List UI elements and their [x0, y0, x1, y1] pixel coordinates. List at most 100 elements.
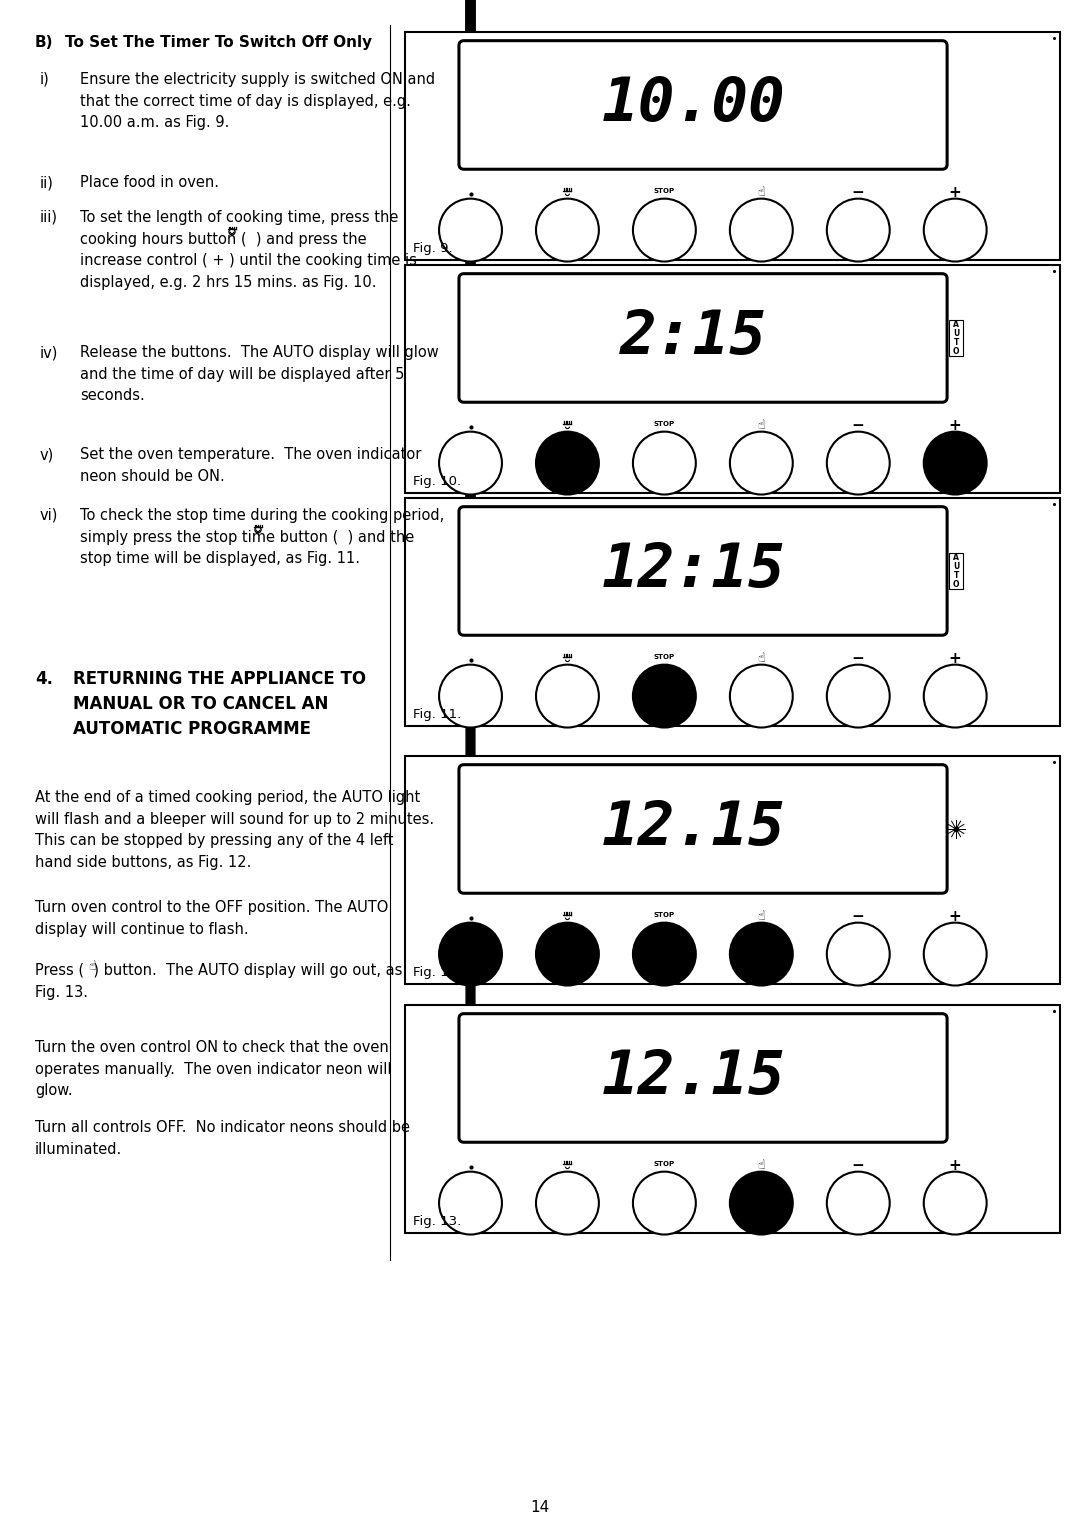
Text: Fig. 11.: Fig. 11. [413, 707, 461, 721]
Text: ☝: ☝ [757, 652, 765, 665]
Circle shape [564, 656, 571, 663]
Text: U: U [953, 330, 959, 339]
Text: i): i) [40, 72, 50, 87]
FancyBboxPatch shape [405, 264, 1059, 494]
Text: RETURNING THE APPLIANCE TO
MANUAL OR TO CANCEL AN
AUTOMATIC PROGRAMME: RETURNING THE APPLIANCE TO MANUAL OR TO … [73, 669, 366, 738]
Circle shape [255, 527, 261, 533]
Text: STOP: STOP [653, 654, 675, 660]
Text: ii): ii) [40, 176, 54, 189]
Text: STOP: STOP [653, 912, 675, 918]
Circle shape [440, 199, 502, 261]
Circle shape [633, 665, 696, 727]
Text: At the end of a timed cooking period, the AUTO light
will flash and a bleeper wi: At the end of a timed cooking period, th… [35, 790, 434, 869]
Circle shape [827, 199, 890, 261]
Text: iii): iii) [40, 209, 58, 225]
Text: Fig. 13.: Fig. 13. [413, 1215, 461, 1229]
Text: T: T [954, 339, 959, 347]
Circle shape [633, 923, 696, 986]
Circle shape [564, 423, 571, 429]
Circle shape [730, 1172, 793, 1235]
Text: iv): iv) [40, 345, 58, 361]
Circle shape [440, 923, 502, 986]
Text: Press (  ) button.  The AUTO display will go out, as
Fig. 13.: Press ( ) button. The AUTO display will … [35, 963, 403, 999]
Text: To check the stop time during the cooking period,
simply press the stop time but: To check the stop time during the cookin… [80, 507, 444, 567]
Text: STOP: STOP [653, 1161, 675, 1167]
Circle shape [730, 199, 793, 261]
Text: v): v) [40, 448, 54, 461]
Text: +: + [949, 419, 961, 434]
Text: Ensure the electricity supply is switched ON and
that the correct time of day is: Ensure the electricity supply is switche… [80, 72, 435, 130]
Text: ☝: ☝ [757, 419, 765, 432]
FancyBboxPatch shape [405, 756, 1059, 984]
Circle shape [730, 923, 793, 986]
Text: 12:15: 12:15 [602, 541, 785, 601]
Circle shape [923, 1172, 987, 1235]
Circle shape [564, 1163, 571, 1170]
FancyBboxPatch shape [949, 553, 963, 588]
Text: A: A [954, 321, 959, 330]
Text: −: − [852, 909, 865, 924]
Text: T: T [954, 571, 959, 581]
Text: STOP: STOP [653, 188, 675, 194]
Text: ☝: ☝ [757, 1160, 765, 1172]
Text: Set the oven temperature.  The oven indicator
neon should be ON.: Set the oven temperature. The oven indic… [80, 448, 421, 483]
Polygon shape [467, 0, 475, 426]
Circle shape [440, 1172, 502, 1235]
Text: O: O [953, 347, 959, 356]
Text: +: + [949, 651, 961, 666]
Circle shape [633, 1172, 696, 1235]
Circle shape [730, 431, 793, 495]
FancyBboxPatch shape [459, 41, 947, 170]
Circle shape [827, 431, 890, 495]
Polygon shape [467, 804, 475, 1166]
Text: To Set The Timer To Switch Off Only: To Set The Timer To Switch Off Only [65, 35, 373, 50]
Circle shape [923, 665, 987, 727]
Text: To set the length of cooking time, press the
cooking hours button (  ) and press: To set the length of cooking time, press… [80, 209, 417, 290]
Text: U: U [953, 562, 959, 571]
Text: A: A [954, 553, 959, 562]
Circle shape [536, 199, 599, 261]
Text: 12.15: 12.15 [602, 1048, 785, 1108]
Text: 2:15: 2:15 [620, 309, 767, 367]
Text: 12.15: 12.15 [602, 799, 785, 859]
Text: B): B) [35, 35, 54, 50]
Circle shape [827, 1172, 890, 1235]
Circle shape [633, 431, 696, 495]
Circle shape [633, 199, 696, 261]
Circle shape [730, 665, 793, 727]
Text: Release the buttons.  The AUTO display will glow
and the time of day will be dis: Release the buttons. The AUTO display wi… [80, 345, 438, 403]
Polygon shape [467, 0, 475, 659]
Circle shape [440, 431, 502, 495]
Circle shape [440, 665, 502, 727]
Circle shape [827, 665, 890, 727]
Text: ☝: ☝ [89, 960, 96, 972]
Circle shape [923, 199, 987, 261]
Text: vi): vi) [40, 507, 58, 523]
FancyBboxPatch shape [459, 764, 947, 894]
Polygon shape [467, 0, 475, 193]
Circle shape [564, 914, 571, 921]
Text: Place food in oven.: Place food in oven. [80, 176, 219, 189]
Text: −: − [852, 419, 865, 434]
Text: −: − [852, 651, 865, 666]
FancyBboxPatch shape [459, 274, 947, 402]
Text: +: + [949, 1158, 961, 1174]
Text: +: + [949, 909, 961, 924]
Text: Fig. 12.: Fig. 12. [413, 966, 461, 979]
Text: +: + [949, 185, 961, 200]
Text: ☝: ☝ [757, 911, 765, 923]
FancyBboxPatch shape [405, 498, 1059, 726]
Polygon shape [467, 306, 475, 917]
Text: Fig. 9.: Fig. 9. [413, 241, 453, 255]
Circle shape [923, 923, 987, 986]
Text: ☝: ☝ [757, 186, 765, 199]
FancyBboxPatch shape [405, 32, 1059, 260]
FancyBboxPatch shape [459, 1013, 947, 1143]
Text: Fig. 10.: Fig. 10. [413, 475, 461, 487]
Circle shape [923, 431, 987, 495]
Circle shape [536, 923, 599, 986]
FancyBboxPatch shape [949, 319, 963, 356]
Circle shape [536, 665, 599, 727]
Circle shape [536, 1172, 599, 1235]
Text: Turn all controls OFF.  No indicator neons should be
illuminated.: Turn all controls OFF. No indicator neon… [35, 1120, 410, 1157]
